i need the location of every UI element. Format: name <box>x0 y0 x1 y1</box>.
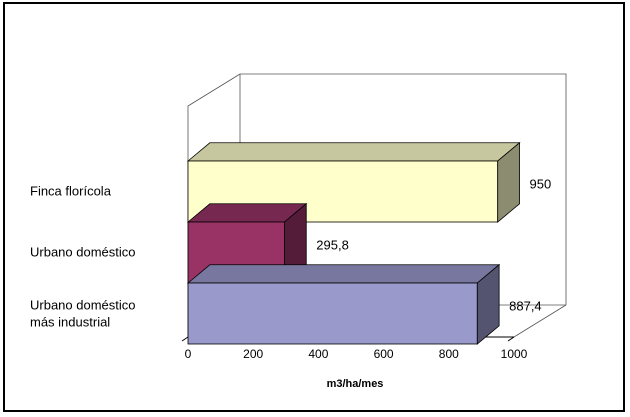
bars-group <box>186 141 521 345</box>
category-label: Finca florícola <box>30 184 112 199</box>
x-tick-mark <box>181 336 189 342</box>
bar-value-label: 295,8 <box>316 238 349 253</box>
x-axis-title: m3/ha/mes <box>327 378 384 390</box>
bar-front-face <box>187 282 478 345</box>
labels-group: 0 200 400 600 800 1000 950 Finca florícola 295,8… <box>30 177 551 362</box>
floor-right-edge <box>513 304 567 338</box>
x-tick-label: 400 <box>308 347 328 361</box>
x-tick-mark <box>507 336 515 342</box>
category-label: más industrial <box>30 315 110 330</box>
bar-value-label: 950 <box>530 177 552 192</box>
x-tick-label: 1000 <box>501 347 528 361</box>
bar-value-label: 887,4 <box>509 299 542 314</box>
bar-side-face <box>497 141 520 223</box>
x-tick-label: 0 <box>185 347 192 361</box>
x-tick-label: 200 <box>243 347 263 361</box>
bar-top-face <box>186 142 521 162</box>
bar-side-face <box>476 263 500 345</box>
category-label: Urbano doméstico <box>30 245 136 260</box>
category-label: Urbano doméstico <box>30 298 136 313</box>
bar-top-face <box>186 264 501 284</box>
back-wall-edge <box>240 73 567 305</box>
x-tick-label: 600 <box>374 347 394 361</box>
x-tick-label: 800 <box>439 347 459 361</box>
